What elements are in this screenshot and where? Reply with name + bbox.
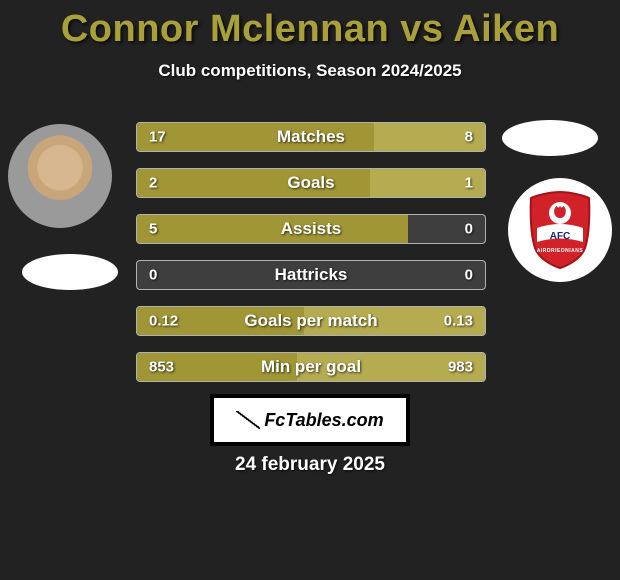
bar-row: 853 Min per goal 983 — [136, 352, 486, 382]
bar-left-value: 2 — [149, 175, 157, 192]
infographic-root: Connor Mclennan vs Aiken Club competitio… — [0, 0, 620, 580]
branding-badge: FcTables.com — [210, 394, 410, 446]
bar-label: Min per goal — [261, 357, 361, 377]
player-right-avatar: AFC AIRDRIEONIANS — [508, 178, 612, 282]
bar-right-value: 0 — [465, 221, 473, 238]
bar-label: Matches — [277, 127, 345, 147]
chart-line-icon — [236, 411, 260, 429]
bar-left-fill — [137, 169, 370, 197]
bar-left-value: 0.12 — [149, 313, 178, 330]
bar-right-value: 0 — [465, 267, 473, 284]
date-label: 24 february 2025 — [235, 454, 385, 476]
decoration-ellipse-right — [502, 120, 598, 156]
page-title: Connor Mclennan vs Aiken — [0, 0, 620, 51]
subtitle: Club competitions, Season 2024/2025 — [0, 61, 620, 81]
bar-label: Assists — [281, 219, 341, 239]
club-crest-icon: AFC AIRDRIEONIANS — [525, 190, 595, 270]
bar-left-fill — [137, 215, 408, 243]
bar-label: Goals — [287, 173, 334, 193]
bar-left-value: 853 — [149, 359, 174, 376]
decoration-ellipse-left — [22, 254, 118, 290]
bar-row: 0.12 Goals per match 0.13 — [136, 306, 486, 336]
branding-text: FcTables.com — [264, 410, 383, 431]
bar-left-value: 0 — [149, 267, 157, 284]
bar-right-value: 1 — [465, 175, 473, 192]
bar-row: 17 Matches 8 — [136, 122, 486, 152]
bar-left-value: 5 — [149, 221, 157, 238]
bar-left-value: 17 — [149, 129, 166, 146]
bar-row: 5 Assists 0 — [136, 214, 486, 244]
bar-label: Goals per match — [244, 311, 377, 331]
bar-row: 2 Goals 1 — [136, 168, 486, 198]
bar-right-value: 983 — [448, 359, 473, 376]
svg-text:AIRDRIEONIANS: AIRDRIEONIANS — [537, 248, 584, 254]
comparison-bars: 17 Matches 8 2 Goals 1 5 Assists 0 0 Hat… — [136, 122, 486, 398]
bar-label: Hattricks — [275, 265, 348, 285]
player-left-avatar — [8, 124, 112, 228]
crest-text: AFC — [550, 231, 571, 242]
bar-right-value: 0.13 — [444, 313, 473, 330]
bar-right-value: 8 — [465, 129, 473, 146]
bar-row: 0 Hattricks 0 — [136, 260, 486, 290]
